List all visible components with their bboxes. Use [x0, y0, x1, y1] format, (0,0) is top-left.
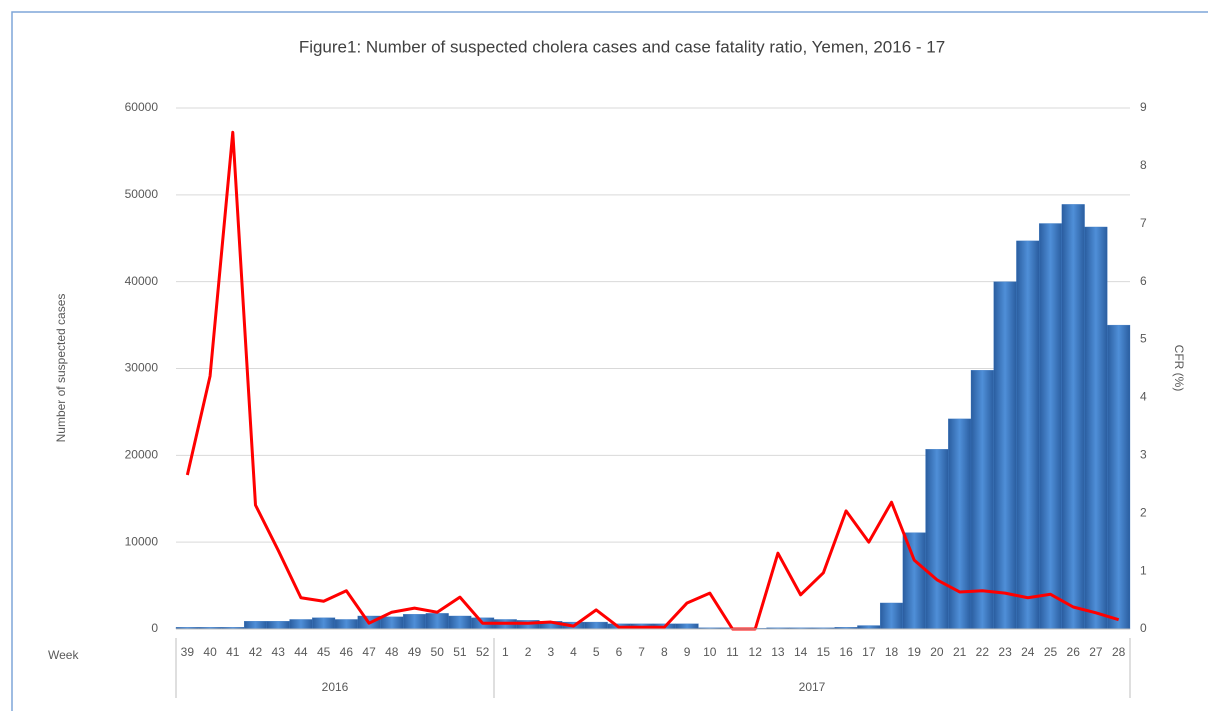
bar — [1061, 204, 1085, 630]
bar — [402, 614, 427, 630]
y-tick-label: 60000 — [125, 100, 159, 114]
frame — [11, 11, 1208, 711]
x-tick-label: 49 — [408, 645, 422, 659]
bar — [925, 449, 949, 630]
x-tick-label: 4 — [570, 645, 577, 659]
x-tick-label: 8 — [661, 645, 668, 659]
bar — [425, 613, 449, 630]
bar — [312, 617, 336, 630]
bar — [584, 621, 608, 630]
x-tick-label: 6 — [616, 645, 623, 659]
x-tick-label: 16 — [839, 645, 853, 659]
x-tick-label: 12 — [749, 645, 763, 659]
y2-tick-label: 4 — [1140, 390, 1147, 404]
line — [185, 130, 1120, 631]
x-tick-label: 13 — [771, 645, 785, 659]
y2-tick-label: 7 — [1140, 216, 1147, 230]
bar — [879, 602, 904, 630]
y-tick-label: 30000 — [125, 361, 159, 375]
x-axis-title: Week — [48, 648, 79, 662]
y2-tick-label: 3 — [1140, 448, 1147, 462]
x-tick-label: 39 — [181, 645, 195, 659]
group-label: 2016 — [322, 680, 349, 694]
x-tick-label: 19 — [908, 645, 922, 659]
x-tick-label: 46 — [340, 645, 354, 659]
x-tick-label: 41 — [226, 645, 240, 659]
y-tick-label: 40000 — [125, 274, 159, 288]
x-tick-label: 1 — [502, 645, 509, 659]
x-tick-label: 2 — [525, 645, 532, 659]
chart-title: Figure1: Number of suspected cholera cas… — [299, 37, 945, 56]
bar — [902, 532, 926, 630]
x-tick-label: 17 — [862, 645, 876, 659]
bar — [993, 281, 1017, 630]
y-axis-title: Number of suspected cases — [54, 294, 68, 443]
x-tick-label: 14 — [794, 645, 808, 659]
x-tick-label: 40 — [203, 645, 217, 659]
x-tick-label: 26 — [1067, 645, 1081, 659]
y-tick-label: 20000 — [125, 448, 159, 462]
y2-tick-label: 5 — [1140, 332, 1147, 346]
x-tick-label: 21 — [953, 645, 967, 659]
x-tick-label: 27 — [1089, 645, 1103, 659]
bar — [1038, 223, 1063, 630]
x-tick-label: 10 — [703, 645, 717, 659]
x-tick-label: 9 — [684, 645, 691, 659]
x-tick-label: 45 — [317, 645, 331, 659]
bar — [448, 615, 472, 630]
bar — [289, 619, 313, 630]
bar — [380, 616, 404, 630]
y2-axis-title: CFR (%) — [1172, 345, 1186, 392]
x-tick-label: 44 — [294, 645, 308, 659]
x-tick-label: 3 — [547, 645, 554, 659]
y2-tick-label: 1 — [1140, 563, 1147, 577]
x-tick-label: 50 — [431, 645, 445, 659]
x-tick-label: 15 — [817, 645, 831, 659]
x-tick-label: 47 — [362, 645, 376, 659]
bar — [857, 625, 881, 630]
x-tick-label: 11 — [726, 645, 739, 659]
bar — [1084, 226, 1108, 630]
x-tick-label: 23 — [998, 645, 1012, 659]
x-tick-label: 7 — [638, 645, 645, 659]
y-tick-label: 50000 — [125, 187, 159, 201]
y2-tick-label: 9 — [1140, 100, 1147, 114]
x-tick-label: 28 — [1112, 645, 1126, 659]
y2-tick-label: 6 — [1140, 274, 1147, 288]
bar — [675, 623, 699, 630]
bar — [266, 621, 290, 630]
x-tick-label: 51 — [453, 645, 467, 659]
bar — [1016, 240, 1040, 630]
x-tick-label: 22 — [976, 645, 990, 659]
bar — [1107, 324, 1131, 630]
y-tick-label: 10000 — [125, 534, 159, 548]
x-tick-label: 42 — [249, 645, 263, 659]
x-tick-label: 5 — [593, 645, 600, 659]
x-tick-label: 25 — [1044, 645, 1058, 659]
y-tick-label: 0 — [151, 621, 158, 635]
group-label: 2017 — [799, 680, 826, 694]
y2-tick-label: 0 — [1140, 621, 1147, 635]
x-tick-label: 48 — [385, 645, 399, 659]
x-tick-label: 24 — [1021, 645, 1035, 659]
y2-tick-label: 8 — [1140, 158, 1147, 172]
bar — [948, 418, 972, 630]
y2-tick-label: 2 — [1140, 505, 1147, 519]
bar — [334, 619, 358, 630]
x-tick-label: 43 — [272, 645, 286, 659]
x-tick-label: 20 — [930, 645, 944, 659]
x-tick-label: 52 — [476, 645, 490, 659]
x-tick-label: 18 — [885, 645, 899, 659]
bar — [243, 621, 268, 630]
